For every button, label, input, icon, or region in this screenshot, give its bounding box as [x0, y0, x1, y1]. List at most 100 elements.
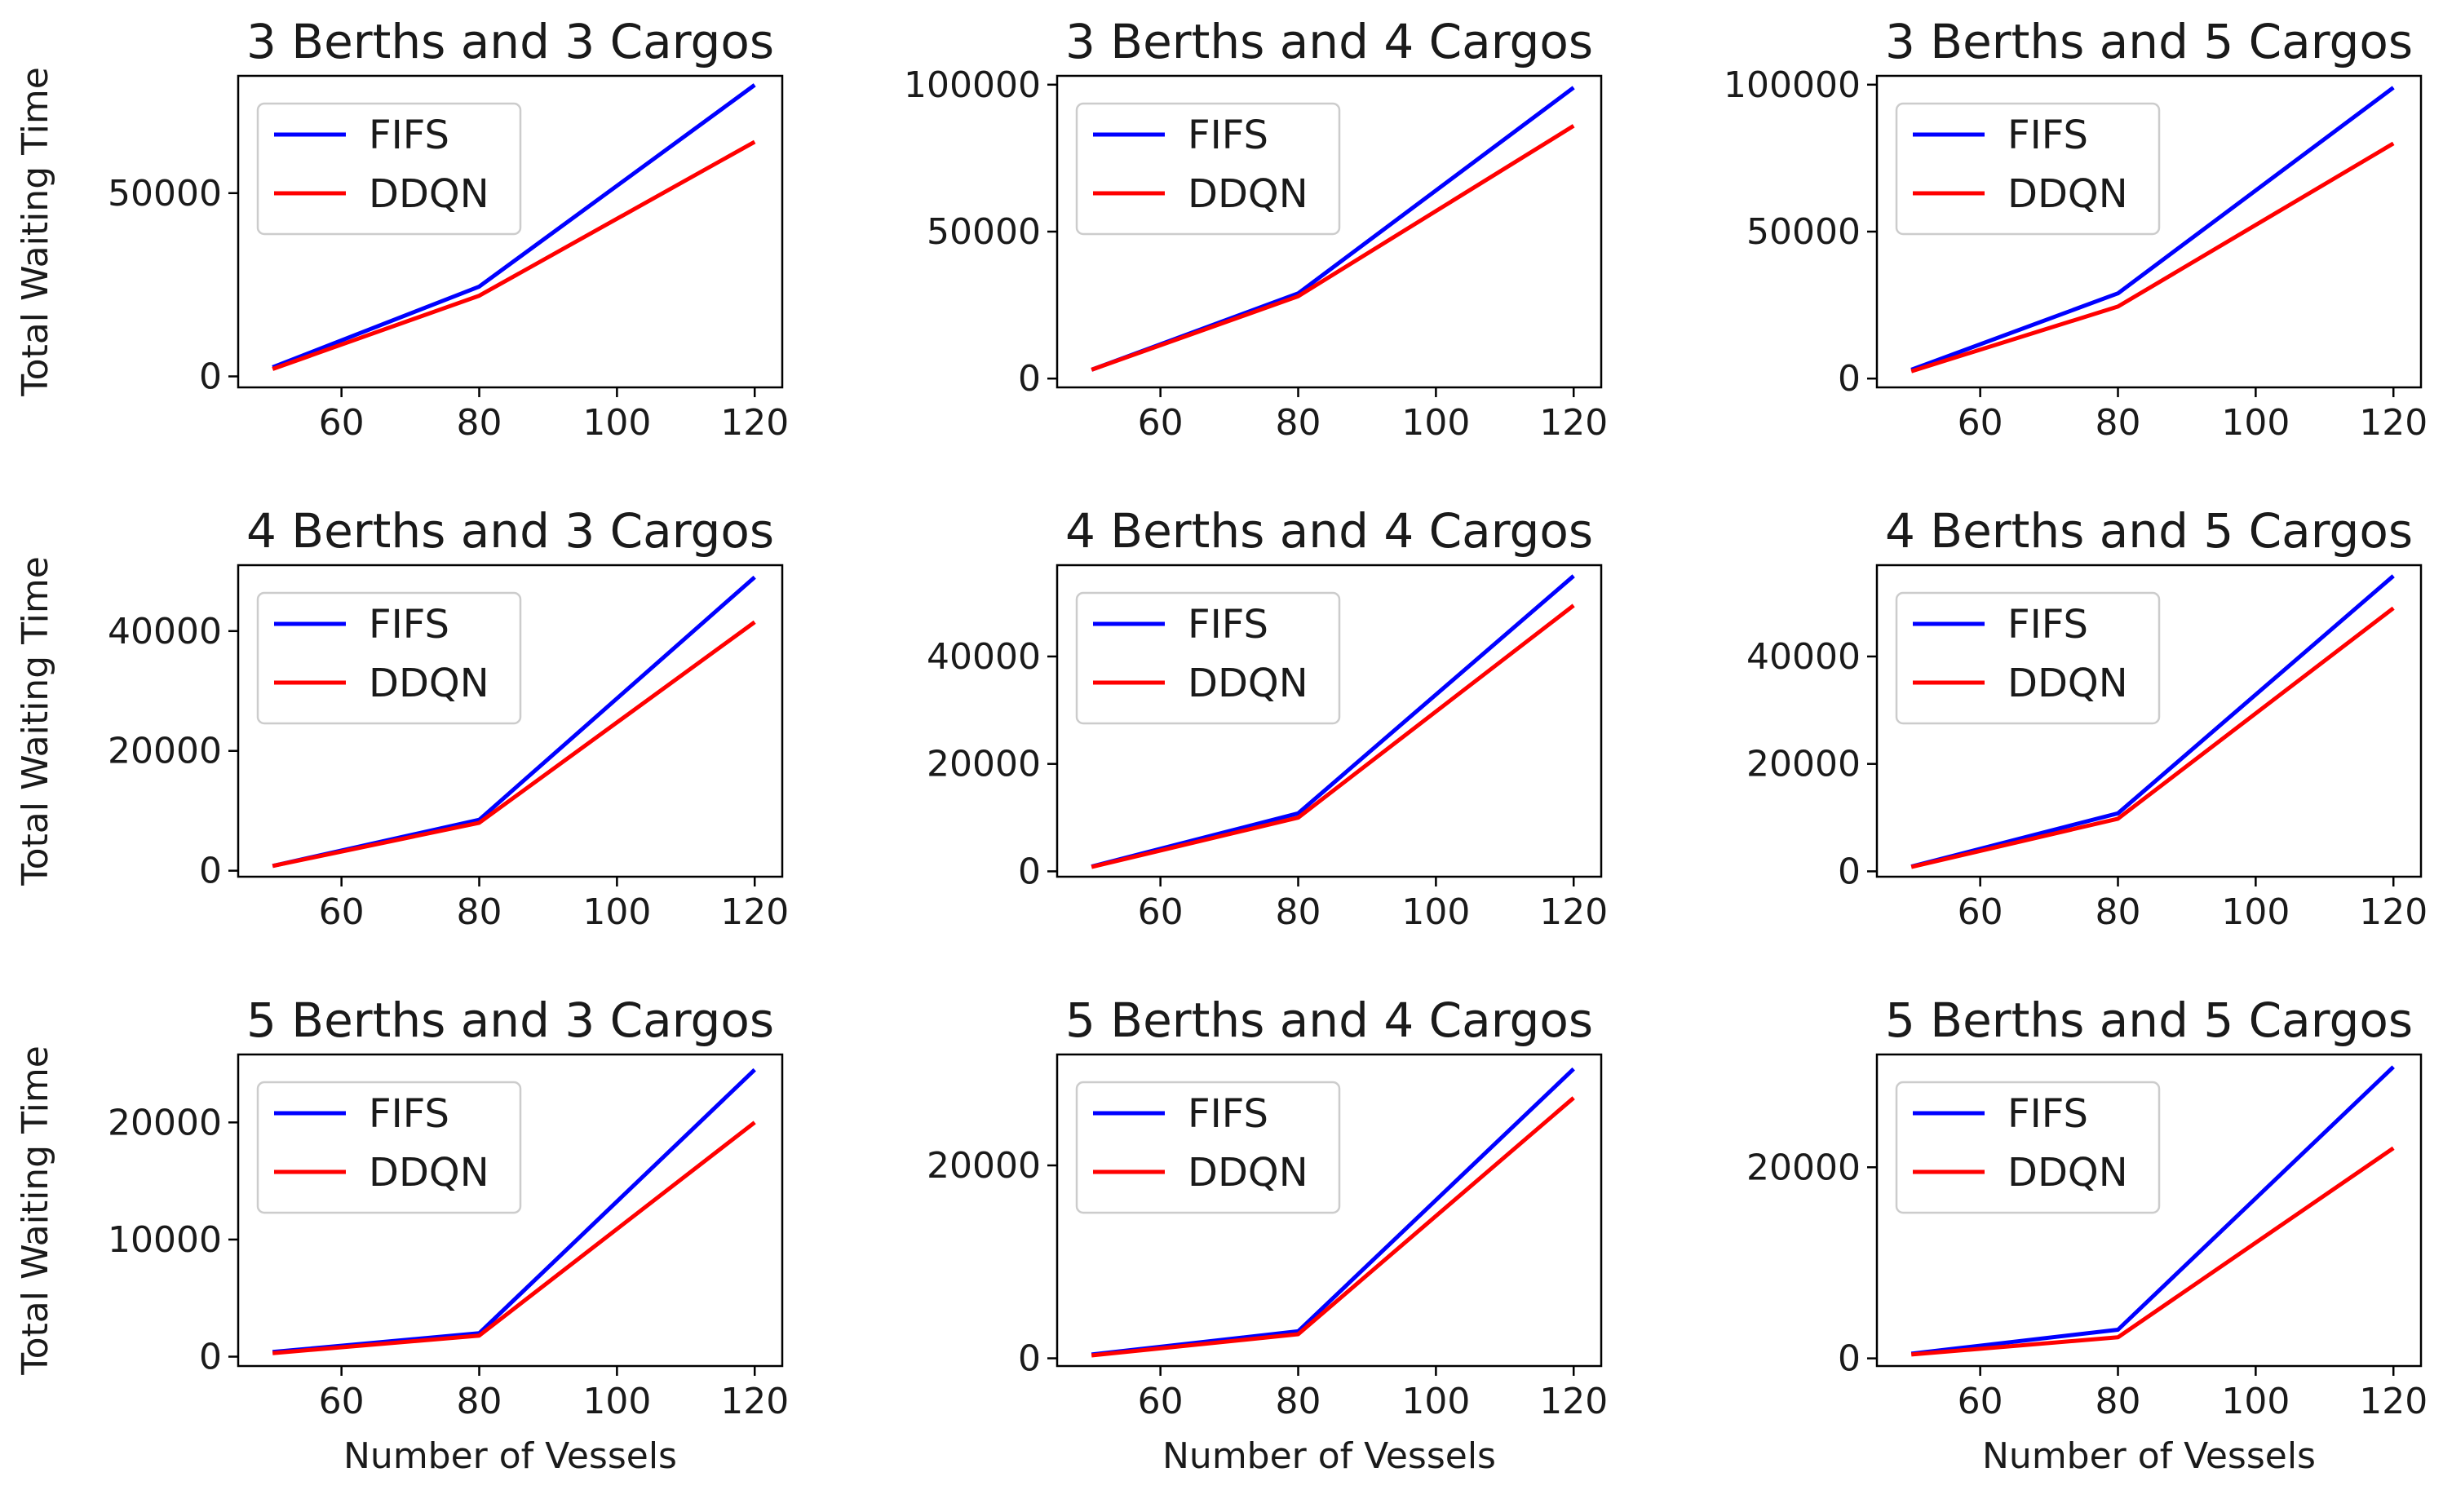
x-axis-label: Number of Vessels: [1162, 1435, 1496, 1477]
legend-label-fifs: FIFS: [1188, 602, 1268, 648]
x-tick-label: 60: [319, 402, 365, 444]
x-tick-label: 100: [582, 891, 651, 933]
x-tick-label: 60: [1138, 402, 1184, 444]
series-ddqn-line: [1091, 603, 1575, 869]
y-tick-label: 0: [1838, 851, 1861, 892]
series-ddqn-line: [272, 1121, 756, 1355]
legend-label-ddqn: DDQN: [2007, 1150, 2128, 1196]
x-tick-label: 120: [1539, 402, 1608, 444]
legend-label-fifs: FIFS: [2007, 113, 2088, 158]
subplot-8: 60 80 100 120 0 20000 5 Berths and 4 Cargos Num…: [927, 993, 1608, 1477]
plot-frame: [1056, 1053, 1603, 1368]
y-tick-label: 20000: [108, 731, 222, 772]
y-tick-label: 0: [1018, 851, 1041, 892]
x-axis-label: Number of Vessels: [343, 1435, 677, 1477]
subplot-6: 60 80 100 120 0 20000 40000 4 Berths and 5 Carg…: [1746, 503, 2428, 933]
x-tick-label: 80: [457, 1381, 502, 1422]
subplot-title: 3 Berths and 4 Cargos: [1065, 14, 1593, 69]
legend-label-fifs: FIFS: [369, 1091, 449, 1137]
x-tick-label: 80: [2096, 891, 2141, 933]
y-tick-label: 0: [199, 1337, 222, 1378]
legend-label-ddqn: DDQN: [1188, 661, 1308, 706]
legend: FIFS DDQN: [1075, 591, 1341, 725]
x-tick-label: 60: [1138, 1381, 1184, 1422]
subplot-7: 60 80 100 120 0 10000 20000 5 Berths and 3 Carg…: [15, 993, 789, 1477]
y-tick-label: 0: [199, 851, 222, 892]
y-tick-label: 20000: [108, 1102, 222, 1143]
legend-label-fifs: FIFS: [2007, 1091, 2088, 1137]
x-tick-label: 100: [2221, 402, 2290, 444]
x-tick-label: 100: [2221, 1381, 2290, 1422]
subplot-3: 60 80 100 120 0 50000 100000 3 Berths and 5 Car…: [1724, 14, 2428, 444]
plot-frame: [1875, 564, 2423, 878]
legend: FIFS DDQN: [256, 591, 522, 725]
y-tick-label: 0: [1838, 1338, 1861, 1380]
legend: FIFS DDQN: [1895, 1081, 2161, 1214]
x-tick-label: 80: [1276, 1381, 1321, 1422]
y-tick-label: 20000: [1746, 744, 1861, 785]
y-tick-label: 0: [199, 356, 222, 398]
x-tick-label: 80: [457, 891, 502, 933]
x-tick-label: 80: [1276, 891, 1321, 933]
legend-label-ddqn: DDQN: [2007, 171, 2128, 217]
y-axis-label: Total Waiting Time: [15, 556, 56, 886]
legend-label-ddqn: DDQN: [2007, 661, 2128, 706]
plot-frame: [1056, 564, 1603, 878]
x-tick-label: 80: [1276, 402, 1321, 444]
subplot-5: 60 80 100 120 0 20000 40000 4 Berths and 4 Carg…: [927, 503, 1608, 933]
subplot-title: 5 Berths and 4 Cargos: [1065, 993, 1593, 1048]
y-tick-label: 50000: [108, 173, 222, 214]
subplot-4: 60 80 100 120 0 20000 40000 4 Berths and 3 Carg…: [15, 503, 789, 933]
y-tick-label: 0: [1838, 358, 1861, 400]
x-axis-label: Number of Vessels: [1982, 1435, 2316, 1477]
series-fifs-line: [1910, 574, 2395, 869]
legend-label-ddqn: DDQN: [1188, 1150, 1308, 1196]
subplot-9: 60 80 100 120 0 20000 5 Berths and 5 Cargos Num…: [1746, 993, 2428, 1477]
y-tick-label: 50000: [1746, 211, 1861, 253]
x-tick-label: 100: [1401, 1381, 1470, 1422]
x-tick-label: 120: [1539, 891, 1608, 933]
x-tick-label: 60: [319, 891, 365, 933]
x-tick-label: 60: [1958, 1381, 2003, 1422]
y-tick-label: 40000: [108, 611, 222, 652]
plot-frame: [237, 1053, 784, 1368]
x-tick-label: 100: [1401, 891, 1470, 933]
series-fifs-line: [272, 83, 756, 369]
y-tick-label: 10000: [108, 1219, 222, 1261]
x-tick-label: 100: [582, 1381, 651, 1422]
subplot-title: 3 Berths and 5 Cargos: [1885, 14, 2413, 69]
legend: FIFS DDQN: [256, 1081, 522, 1214]
subplot-title: 3 Berths and 3 Cargos: [246, 14, 774, 69]
legend-label-ddqn: DDQN: [369, 1150, 489, 1196]
subplot-title: 5 Berths and 3 Cargos: [246, 993, 774, 1048]
x-tick-label: 60: [1958, 402, 2003, 444]
legend-label-ddqn: DDQN: [369, 171, 489, 217]
y-tick-label: 20000: [927, 1145, 1041, 1187]
y-tick-label: 100000: [1724, 64, 1861, 106]
x-tick-label: 100: [1401, 402, 1470, 444]
subplot-title: 4 Berths and 5 Cargos: [1885, 503, 2413, 559]
x-tick-label: 100: [582, 402, 651, 444]
legend-label-ddqn: DDQN: [1188, 171, 1308, 217]
legend-label-fifs: FIFS: [1188, 1091, 1268, 1137]
subplot-2: 60 80 100 120 0 50000 100000 3 Berths and 4 Car…: [904, 14, 1608, 444]
legend-label-ddqn: DDQN: [369, 661, 489, 706]
legend: FIFS DDQN: [1075, 102, 1341, 236]
y-tick-label: 100000: [904, 64, 1041, 106]
legend-label-fifs: FIFS: [369, 602, 449, 648]
subplot-1: 60 80 100 120 0 50000 3 Berths and 3 Cargos Tot…: [15, 14, 789, 444]
subplot-title: 4 Berths and 3 Cargos: [246, 503, 774, 559]
plot-frame: [237, 74, 784, 389]
y-tick-label: 0: [1018, 358, 1041, 400]
legend-label-fifs: FIFS: [2007, 602, 2088, 648]
x-tick-label: 120: [2359, 402, 2428, 444]
legend: FIFS DDQN: [1075, 1081, 1341, 1214]
x-tick-label: 60: [1138, 891, 1184, 933]
subplot-title: 4 Berths and 4 Cargos: [1065, 503, 1593, 559]
x-tick-label: 120: [720, 402, 789, 444]
y-axis-label: Total Waiting Time: [15, 67, 56, 397]
series-ddqn-line: [1910, 1146, 2395, 1357]
subplot-title: 5 Berths and 5 Cargos: [1885, 993, 2413, 1048]
series-ddqn-line: [1091, 1096, 1575, 1358]
